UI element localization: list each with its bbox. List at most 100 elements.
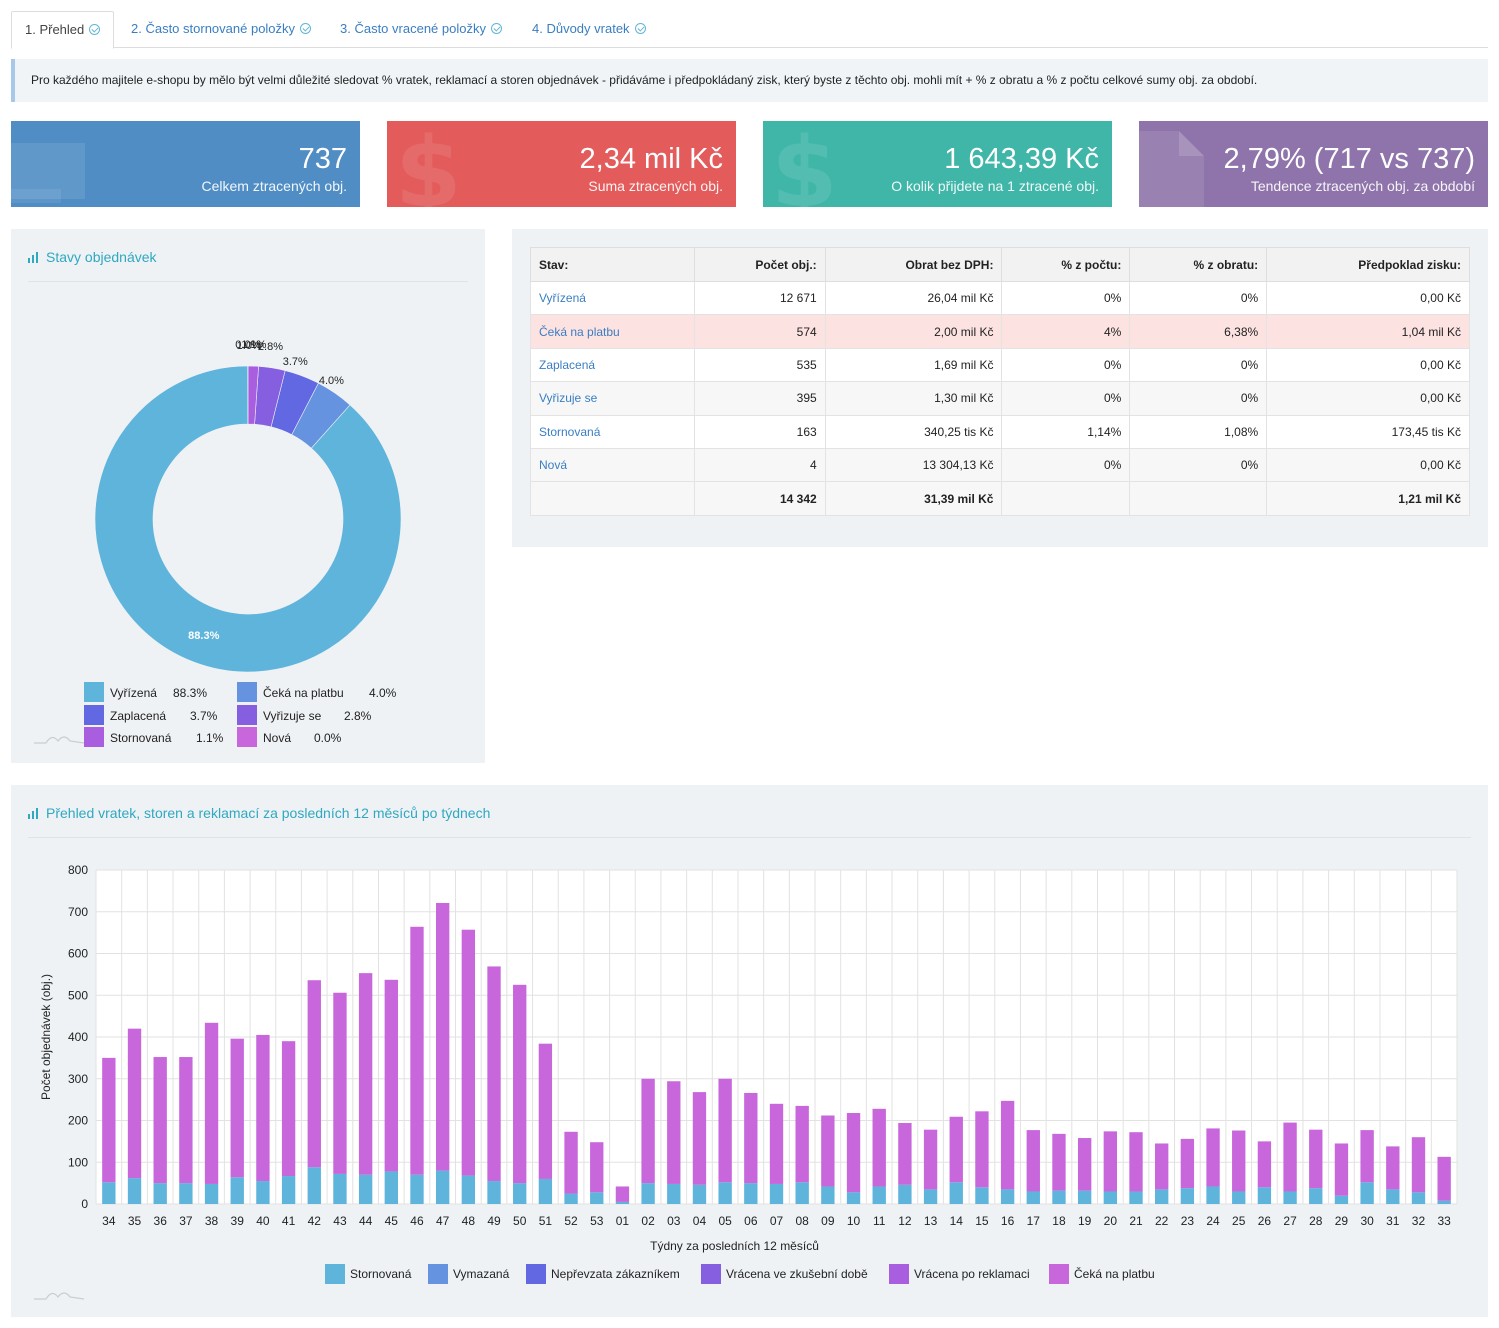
bar-segment[interactable] [744,1092,758,1184]
bar-segment[interactable] [1206,1186,1220,1204]
bar-segment[interactable] [256,1034,270,1182]
bar-segment[interactable] [102,1057,116,1183]
bar-segment[interactable] [1000,1100,1015,1190]
bar-segment[interactable] [127,1028,142,1179]
bar-segment[interactable] [744,1183,758,1204]
bar-segment[interactable] [513,984,527,1184]
bar-segment[interactable] [641,1078,655,1184]
bar-segment[interactable] [1334,1195,1349,1204]
bar-segment[interactable] [1077,1190,1092,1204]
bar-segment[interactable] [179,1183,193,1204]
bar-segment[interactable] [1386,1146,1400,1190]
bar-segment[interactable] [410,1174,424,1204]
status-link[interactable]: Zaplacená [530,347,695,383]
bar-segment[interactable] [384,979,398,1172]
bar-segment[interactable] [1411,1137,1426,1193]
tab-duvody-vratek[interactable]: 4. Důvody vratek [519,11,659,48]
bar-segment[interactable] [1257,1187,1272,1204]
bar-segment[interactable] [590,1192,604,1204]
column-header[interactable]: % z obratu: [1129,247,1268,282]
column-header[interactable]: % z počtu: [1001,247,1131,282]
bar-segment[interactable] [307,980,321,1168]
bar-segment[interactable] [461,929,476,1176]
bar-segment[interactable] [769,1103,784,1184]
bar-segment[interactable] [513,1183,527,1204]
bar-segment[interactable] [590,1142,604,1193]
bar-segment[interactable] [1386,1189,1400,1204]
bar-segment[interactable] [1000,1189,1015,1204]
bar-segment[interactable] [281,1041,296,1177]
bar-segment[interactable] [1437,1156,1451,1201]
bar-segment[interactable] [769,1183,784,1204]
bar-segment[interactable] [179,1057,193,1184]
bar-segment[interactable] [1155,1143,1169,1190]
bar-segment[interactable] [795,1105,809,1183]
tab-casto-stornovane[interactable]: 2. Často stornované položky [118,11,324,48]
bar-segment[interactable] [1437,1200,1451,1204]
bar-segment[interactable] [1206,1128,1220,1187]
bar-segment[interactable] [230,1177,244,1204]
bar-segment[interactable] [1129,1191,1143,1204]
bar-segment[interactable] [1283,1122,1297,1192]
bar-segment[interactable] [667,1081,681,1184]
bar-segment[interactable] [718,1078,732,1183]
bar-segment[interactable] [333,1173,347,1204]
bar-segment[interactable] [102,1182,116,1204]
bar-segment[interactable] [692,1092,707,1185]
bar-segment[interactable] [949,1182,963,1204]
tab-prehled[interactable]: 1. Přehled [11,11,115,49]
status-link[interactable]: Vyřizuje se [530,381,695,416]
bar-segment[interactable] [1232,1191,1246,1204]
bar-segment[interactable] [153,1183,167,1204]
bar-segment[interactable] [153,1057,167,1184]
bar-segment[interactable] [1180,1138,1195,1189]
bar-segment[interactable] [1129,1132,1143,1192]
bar-segment[interactable] [487,1181,501,1204]
bar-segment[interactable] [127,1178,142,1204]
column-header[interactable]: Předpoklad zisku: [1266,247,1470,282]
bar-segment[interactable] [975,1111,989,1188]
bar-segment[interactable] [1232,1130,1246,1192]
bar-segment[interactable] [564,1131,578,1194]
bar-segment[interactable] [667,1183,681,1204]
bar-segment[interactable] [846,1192,861,1204]
bar-segment[interactable] [949,1116,963,1183]
bar-segment[interactable] [333,992,347,1174]
bar-segment[interactable] [615,1201,630,1204]
bar-segment[interactable] [923,1129,938,1190]
bar-segment[interactable] [358,1174,373,1204]
bar-segment[interactable] [1283,1191,1297,1204]
bar-segment[interactable] [410,926,424,1175]
bar-segment[interactable] [204,1183,219,1204]
bar-segment[interactable] [641,1183,655,1204]
bar-segment[interactable] [1180,1188,1195,1204]
bar-segment[interactable] [1077,1138,1092,1191]
bar-segment[interactable] [1155,1189,1169,1204]
bar-segment[interactable] [872,1186,886,1204]
bar-segment[interactable] [435,902,450,1171]
bar-segment[interactable] [1026,1130,1040,1192]
bar-segment[interactable] [872,1108,886,1187]
bar-segment[interactable] [923,1189,938,1204]
bar-segment[interactable] [846,1112,861,1193]
bar-segment[interactable] [358,973,373,1175]
bar-segment[interactable] [718,1182,732,1204]
bar-segment[interactable] [435,1170,450,1204]
bar-segment[interactable] [1360,1130,1374,1183]
bar-segment[interactable] [1309,1188,1323,1204]
bar-segment[interactable] [384,1171,398,1204]
bar-segment[interactable] [487,966,501,1182]
bar-segment[interactable] [1411,1192,1426,1204]
bar-segment[interactable] [898,1184,912,1204]
bar-segment[interactable] [1052,1190,1066,1204]
bar-segment[interactable] [204,1022,219,1184]
column-header[interactable]: Počet obj.: [693,247,826,282]
bar-segment[interactable] [1309,1129,1323,1189]
status-link[interactable]: Nová [530,447,695,483]
bar-segment[interactable] [975,1187,989,1204]
bar-segment[interactable] [821,1186,835,1204]
bar-segment[interactable] [795,1182,809,1204]
donut-slice[interactable] [94,365,402,673]
column-header[interactable]: Stav: [530,247,695,282]
bar-segment[interactable] [230,1038,244,1178]
